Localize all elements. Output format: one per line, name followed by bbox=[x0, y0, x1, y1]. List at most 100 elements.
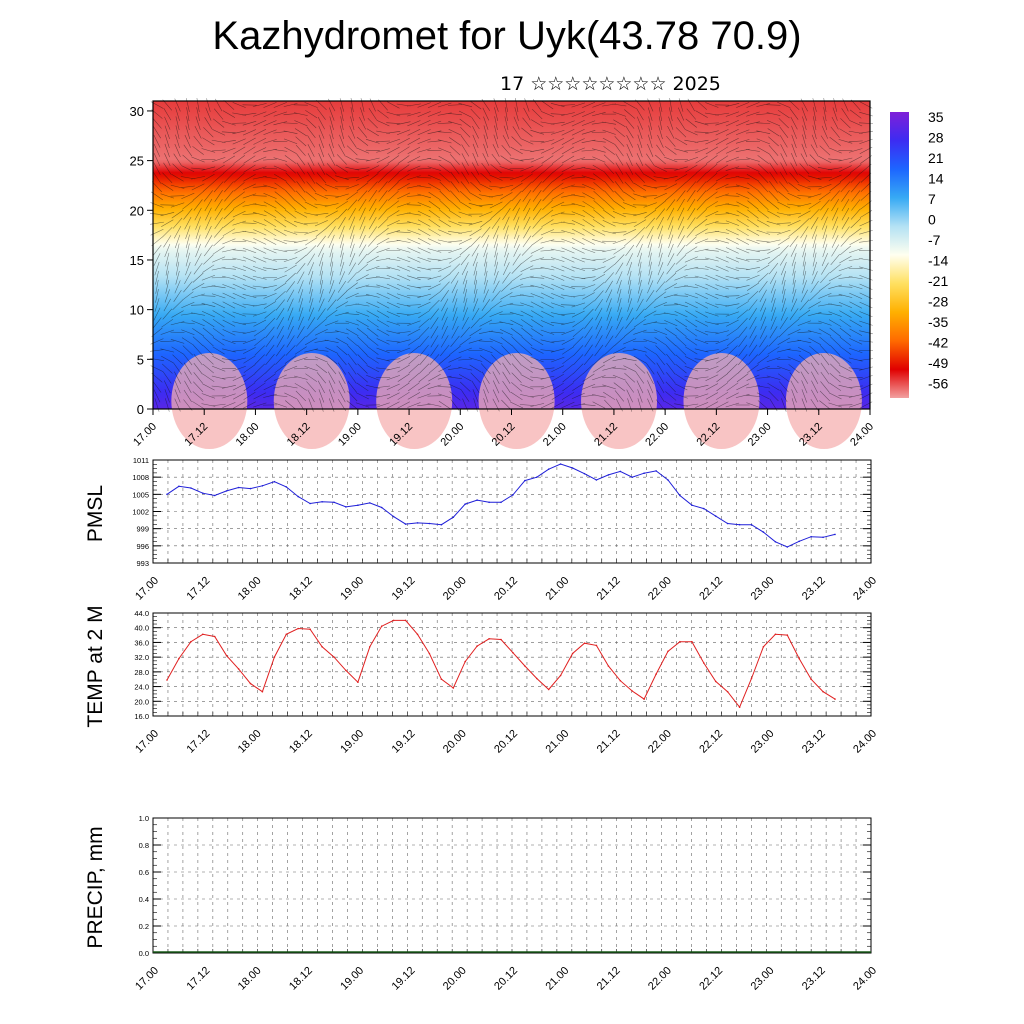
y-tick-label: 1.0 bbox=[139, 814, 149, 823]
pmsl-point bbox=[178, 485, 180, 488]
temp-point bbox=[703, 662, 705, 664]
temp-point bbox=[404, 619, 407, 622]
temp-point bbox=[536, 677, 538, 680]
pmsl-point bbox=[786, 546, 789, 548]
y-tick-label: 32.0 bbox=[134, 653, 149, 662]
colorbar-label: -49 bbox=[928, 355, 948, 371]
x-tick-label: 18.00 bbox=[236, 965, 264, 993]
temp-point bbox=[202, 633, 204, 636]
temp-point bbox=[297, 627, 300, 630]
x-tick-label: 23.00 bbox=[749, 965, 777, 993]
pmsl-ylabel: PMSL bbox=[84, 485, 107, 542]
temp-point bbox=[679, 640, 681, 643]
x-tick-label: 18.12 bbox=[287, 965, 315, 993]
y-tick-label: 0.6 bbox=[139, 868, 149, 877]
pmsl-point bbox=[213, 494, 216, 497]
x-tick-label: 19.12 bbox=[390, 728, 418, 756]
pmsl-point bbox=[369, 502, 371, 504]
temp-point bbox=[476, 645, 478, 647]
x-tick-label: 23.00 bbox=[749, 728, 777, 756]
colorbar-label: -21 bbox=[928, 273, 948, 289]
pmsl-point bbox=[703, 507, 705, 510]
pmsl-point bbox=[834, 533, 836, 536]
pmsl-point bbox=[726, 522, 729, 525]
precip-frame bbox=[152, 817, 872, 954]
x-tick-label: 23.12 bbox=[800, 965, 828, 993]
x-tick-label: 22.00 bbox=[646, 965, 674, 993]
x-tick-label: 18.00 bbox=[236, 728, 264, 756]
y-tick-label: 36.0 bbox=[134, 638, 149, 647]
y-tick-label: 1005 bbox=[132, 490, 149, 499]
x-tick-label: 24.00 bbox=[851, 965, 879, 993]
temp-point bbox=[333, 656, 335, 658]
pmsl-point bbox=[464, 503, 467, 505]
temp-point bbox=[714, 680, 717, 683]
x-tick-label: 19.00 bbox=[338, 965, 366, 993]
colorbar-label: 14 bbox=[928, 171, 944, 187]
temp-point bbox=[822, 690, 824, 693]
pmsl-point bbox=[297, 495, 300, 498]
y-tick-label: 25 bbox=[130, 154, 144, 169]
temp-point bbox=[500, 638, 502, 641]
x-tick-label: 17.12 bbox=[184, 575, 212, 603]
x-tick-label: 18.12 bbox=[287, 728, 315, 756]
temp-frame bbox=[152, 612, 872, 717]
pmsl-point bbox=[225, 490, 228, 492]
pmsl-point bbox=[559, 463, 562, 465]
chart-subtitle: 17 ☆☆☆☆☆☆☆☆ 2025 bbox=[500, 73, 721, 95]
temp-point bbox=[619, 679, 622, 682]
pmsl-point bbox=[524, 479, 526, 482]
x-tick-label: 18.00 bbox=[236, 575, 264, 603]
precip-grid bbox=[153, 817, 871, 954]
colorbar-label: 7 bbox=[928, 191, 936, 207]
x-tick-label: 20.12 bbox=[492, 965, 520, 993]
y-tick-label: 10 bbox=[130, 303, 144, 318]
pmsl-point bbox=[488, 501, 490, 504]
temp-point bbox=[178, 657, 180, 660]
chart-title: Kazhydromet for Uyk(43.78 70.9) bbox=[212, 14, 802, 58]
colorbar-label: 28 bbox=[928, 130, 944, 146]
y-tick-label: 1008 bbox=[132, 473, 149, 482]
y-tick-label: 0.4 bbox=[139, 895, 149, 904]
temp-point bbox=[464, 660, 467, 663]
temp-point bbox=[190, 640, 192, 643]
temp-point bbox=[524, 665, 526, 667]
wind-barbs bbox=[149, 98, 874, 412]
pmsl-point bbox=[738, 523, 741, 526]
pmsl-point bbox=[655, 470, 657, 472]
colorbar-label: -42 bbox=[928, 335, 948, 351]
temp-point bbox=[237, 668, 240, 670]
x-tick-label: 18.12 bbox=[287, 575, 315, 603]
pmsl-point bbox=[607, 474, 610, 476]
temp-point bbox=[631, 690, 633, 692]
pmsl-point bbox=[691, 504, 693, 507]
x-tick-label: 20.12 bbox=[492, 728, 520, 756]
y-tick-label: 993 bbox=[136, 559, 149, 568]
pmsl-point bbox=[237, 486, 240, 489]
pmsl-point bbox=[476, 499, 478, 501]
pmsl-point bbox=[667, 479, 669, 481]
pmsl-frame bbox=[152, 459, 872, 564]
temp-point bbox=[691, 640, 693, 643]
pmsl-point bbox=[190, 487, 192, 489]
pmsl-point bbox=[679, 494, 681, 497]
temp-point bbox=[810, 678, 812, 680]
y-tick-label: 16.0 bbox=[134, 712, 149, 721]
temp-series-line bbox=[166, 619, 836, 709]
x-tick-label: 21.00 bbox=[543, 575, 571, 603]
x-tick-label: 23.12 bbox=[800, 575, 828, 603]
y-tick-label: 30 bbox=[130, 104, 144, 119]
pmsl-point bbox=[309, 502, 311, 505]
colorbar-label: -28 bbox=[928, 294, 948, 310]
temp-point bbox=[416, 633, 419, 636]
temp-point bbox=[571, 652, 574, 655]
x-tick-label: 20.00 bbox=[441, 965, 469, 993]
y-tick-label: 0.8 bbox=[139, 841, 149, 850]
y-tick-label: 28.0 bbox=[134, 668, 149, 677]
x-tick-label: 24.00 bbox=[851, 575, 879, 603]
y-tick-label: 0.0 bbox=[139, 949, 149, 958]
x-tick-label: 22.00 bbox=[646, 575, 674, 603]
temp-point bbox=[369, 646, 371, 648]
temp-point bbox=[225, 654, 228, 657]
